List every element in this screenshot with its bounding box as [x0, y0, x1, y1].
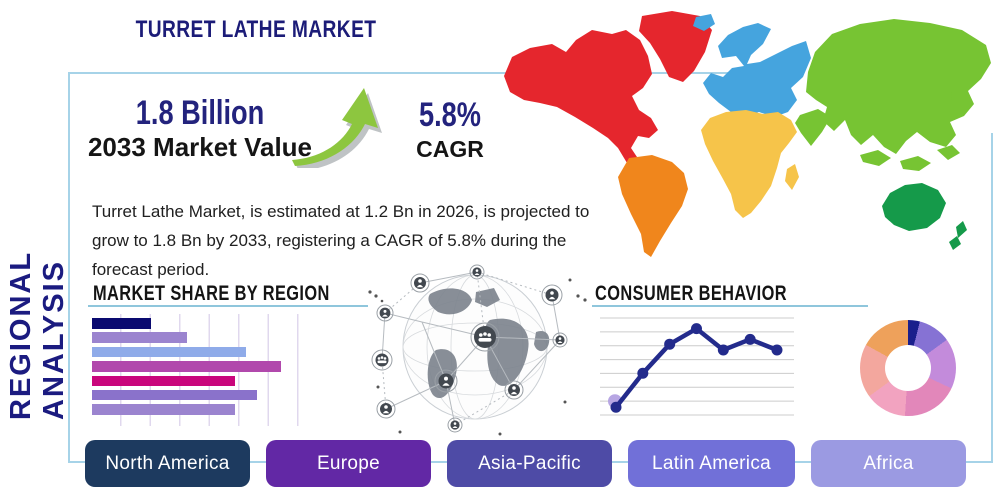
- growth-arrow-up-icon: [292, 88, 382, 168]
- market-value-number: 1.8 Billion: [135, 94, 265, 132]
- continent-asia: [795, 19, 991, 171]
- market-value-caption: 2033 Market Value: [87, 132, 313, 162]
- panel-border-left: [68, 72, 70, 463]
- continent-oceania: [882, 183, 967, 250]
- bar-chart-title: MARKET SHARE BY REGION: [93, 282, 330, 305]
- market-description: Turret Lathe Market, is estimated at 1.2…: [92, 202, 590, 279]
- cagr-number: 5.8%: [419, 96, 481, 134]
- line-chart-title: CONSUMER BEHAVIOR: [595, 282, 787, 305]
- market-value-stat: 1.8 Billion 2033 Market Value: [75, 94, 325, 162]
- continent-africa: [701, 110, 799, 218]
- bar-1: [92, 332, 187, 343]
- region-button-north-america[interactable]: North America: [85, 440, 250, 487]
- cagr-caption: CAGR: [416, 136, 484, 162]
- bar-chart-title-underline: [88, 305, 368, 307]
- cagr-stat: 5.8% CAGR: [398, 96, 502, 164]
- bar-5: [92, 389, 257, 401]
- regional-analysis-side-label: REGIONAL ANALYSIS: [5, 251, 70, 420]
- line-chart-title-underline: [592, 305, 868, 307]
- region-button-latin-america[interactable]: Latin America: [628, 440, 795, 487]
- bar-0: [92, 318, 152, 329]
- region-button-asia-pacific[interactable]: Asia-Pacific: [447, 440, 612, 487]
- line-chart: [600, 317, 794, 416]
- globe-network-graphic: [368, 264, 587, 436]
- panel-border-right: [991, 133, 993, 463]
- bar-3: [92, 361, 282, 372]
- world-map: [504, 11, 991, 257]
- region-buttons-row: North America Europe Asia-Pacific Latin Ame…: [85, 440, 966, 487]
- bar-2: [92, 346, 246, 358]
- bar-chart: [92, 314, 312, 426]
- page-title: TURRET LATHE MARKET: [135, 16, 377, 43]
- donut-chart: [860, 320, 956, 416]
- bar-6: [92, 404, 235, 415]
- continent-europe: [693, 14, 811, 117]
- region-button-africa[interactable]: Africa: [811, 440, 966, 487]
- bar-4: [92, 375, 235, 387]
- continent-south-america: [618, 155, 688, 257]
- network-nodes: [371, 264, 568, 433]
- region-button-europe[interactable]: Europe: [266, 440, 431, 487]
- scatter-dots: [368, 278, 587, 436]
- panel-border-top: [68, 72, 757, 74]
- continent-north-america: [504, 11, 712, 173]
